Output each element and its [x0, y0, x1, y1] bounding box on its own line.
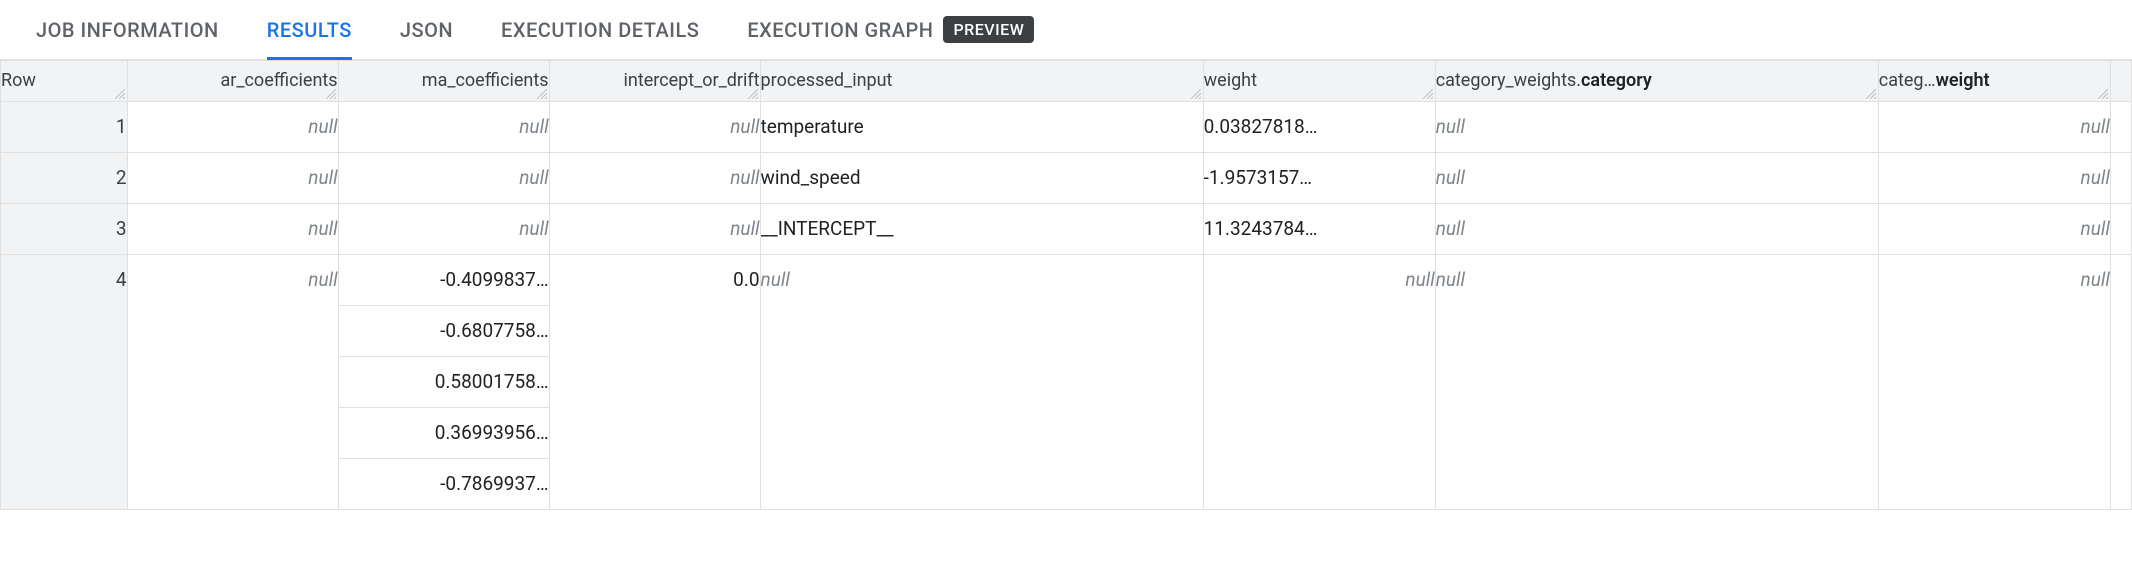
- resize-handle-icon[interactable]: [537, 89, 547, 99]
- tab-json[interactable]: JSON: [400, 0, 453, 59]
- table-cell: null: [549, 102, 760, 153]
- column-header-tail: [2110, 61, 2131, 102]
- table-cell: null: [338, 204, 549, 255]
- table-cell: -0.7869937…: [338, 459, 549, 510]
- column-header-ma-coefficients[interactable]: ma_coefficients: [338, 61, 549, 102]
- column-header-category-weights-category[interactable]: category_weights.category: [1435, 61, 1878, 102]
- table-row: 3nullnullnull__INTERCEPT__11.3243784…nul…: [1, 204, 2132, 255]
- header-label: ar_coefficients: [221, 70, 338, 91]
- column-header-intercept-or-drift[interactable]: intercept_or_drift: [549, 61, 760, 102]
- header-label: intercept_or_drift: [624, 70, 760, 91]
- column-header-category-weights-weight[interactable]: categ…weight: [1878, 61, 2110, 102]
- row-number-cell: 4: [1, 255, 128, 510]
- header-label-bold: weight: [1936, 70, 1990, 91]
- table-cell: null: [1203, 255, 1435, 510]
- row-number-cell: 2: [1, 153, 128, 204]
- table-cell: null: [1435, 204, 1878, 255]
- table-cell: null: [127, 153, 338, 204]
- table-row: 1nullnullnulltemperature0.03827818…nulln…: [1, 102, 2132, 153]
- column-header-row[interactable]: Row: [1, 61, 128, 102]
- table-cell: 11.3243784…: [1203, 204, 1435, 255]
- table-row: 4null-0.4099837…0.0nullnullnullnull: [1, 255, 2132, 306]
- column-header-weight[interactable]: weight: [1203, 61, 1435, 102]
- tab-label: RESULTS: [267, 18, 352, 42]
- table-cell: null: [1435, 102, 1878, 153]
- tab-label: EXECUTION DETAILS: [501, 18, 699, 42]
- header-label-bold: category: [1581, 70, 1652, 91]
- table-cell: 0.0: [549, 255, 760, 510]
- table-cell: -1.9573157…: [1203, 153, 1435, 204]
- table-cell-tail: [2110, 102, 2131, 153]
- table-cell: null: [549, 204, 760, 255]
- resize-handle-icon[interactable]: [1866, 89, 1876, 99]
- table-cell: null: [1878, 153, 2110, 204]
- table-cell: null: [1435, 255, 1878, 510]
- header-label: Row: [1, 70, 36, 91]
- resize-handle-icon[interactable]: [1191, 89, 1201, 99]
- column-header-ar-coefficients[interactable]: ar_coefficients: [127, 61, 338, 102]
- resize-handle-icon[interactable]: [115, 89, 125, 99]
- tab-execution-details[interactable]: EXECUTION DETAILS: [501, 0, 699, 59]
- table-cell: 0.36993956…: [338, 408, 549, 459]
- table-cell: -0.4099837…: [338, 255, 549, 306]
- table-cell: null: [1435, 153, 1878, 204]
- header-label: processed_input: [761, 70, 893, 91]
- table-cell: null: [1878, 255, 2110, 510]
- tab-label: JSON: [400, 18, 453, 42]
- table-cell: wind_speed: [760, 153, 1203, 204]
- table-cell: null: [338, 153, 549, 204]
- table-cell: null: [1878, 204, 2110, 255]
- table-cell: 0.58001758…: [338, 357, 549, 408]
- table-cell: null: [760, 255, 1203, 510]
- header-label: category_weights.: [1436, 70, 1581, 91]
- table-cell: -0.6807758…: [338, 306, 549, 357]
- header-label: weight: [1204, 70, 1257, 91]
- resize-handle-icon[interactable]: [1423, 89, 1433, 99]
- tab-job-information[interactable]: JOB INFORMATION: [36, 0, 219, 59]
- table-cell: null: [127, 255, 338, 510]
- results-table: Row ar_coefficients ma_coefficients inte…: [0, 60, 2132, 510]
- table-cell: null: [549, 153, 760, 204]
- table-cell: __INTERCEPT__: [760, 204, 1203, 255]
- table-cell: null: [127, 204, 338, 255]
- table-body: 1nullnullnulltemperature0.03827818…nulln…: [1, 102, 2132, 510]
- row-number-cell: 3: [1, 204, 128, 255]
- table-cell-tail: [2110, 255, 2131, 510]
- row-number-cell: 1: [1, 102, 128, 153]
- table-row: 2nullnullnullwind_speed-1.9573157…nullnu…: [1, 153, 2132, 204]
- table-cell: 0.03827818…: [1203, 102, 1435, 153]
- table-cell-tail: [2110, 204, 2131, 255]
- tab-execution-graph[interactable]: EXECUTION GRAPH PREVIEW: [747, 0, 1034, 59]
- table-cell: temperature: [760, 102, 1203, 153]
- tab-bar: JOB INFORMATION RESULTS JSON EXECUTION D…: [0, 0, 2132, 60]
- tab-results[interactable]: RESULTS: [267, 0, 352, 59]
- table-cell: null: [338, 102, 549, 153]
- column-header-processed-input[interactable]: processed_input: [760, 61, 1203, 102]
- tab-label: EXECUTION GRAPH: [747, 18, 933, 42]
- table-cell: null: [127, 102, 338, 153]
- table-cell-tail: [2110, 153, 2131, 204]
- header-label: ma_coefficients: [422, 70, 549, 91]
- preview-badge: PREVIEW: [943, 16, 1034, 43]
- tab-label: JOB INFORMATION: [36, 18, 219, 42]
- table-cell: null: [1878, 102, 2110, 153]
- resize-handle-icon[interactable]: [748, 89, 758, 99]
- resize-handle-icon[interactable]: [326, 89, 336, 99]
- header-label: categ…: [1879, 70, 1936, 91]
- resize-handle-icon[interactable]: [2098, 89, 2108, 99]
